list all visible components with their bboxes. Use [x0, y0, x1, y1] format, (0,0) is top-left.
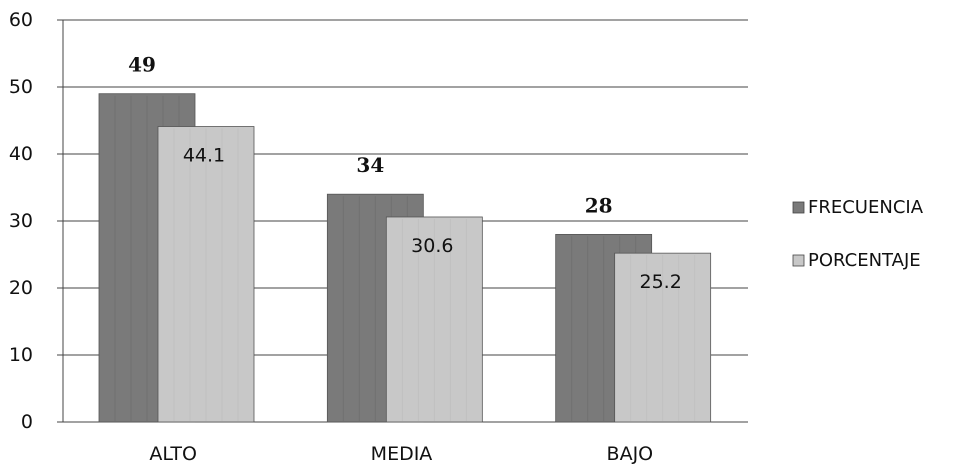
- legend-label-porcentaje: PORCENTAJE: [808, 250, 921, 271]
- y-tick-label: 30: [9, 210, 33, 232]
- x-axis: ALTO MEDIA BAJO: [149, 443, 653, 465]
- y-tick-label: 60: [9, 9, 33, 31]
- data-label-porcentaje: 30.6: [411, 235, 453, 257]
- y-tick-label: 50: [9, 76, 33, 98]
- legend-swatch-porcentaje: [792, 254, 805, 267]
- y-tick-label: 20: [9, 277, 33, 299]
- y-tick-label: 40: [9, 143, 33, 165]
- legend-label-frecuencia: FRECUENCIA: [808, 197, 924, 218]
- y-tick-label: 0: [21, 411, 33, 433]
- data-label-frecuencia: 28: [585, 193, 613, 217]
- data-label-frecuencia: 34: [356, 153, 384, 177]
- x-tick-label: ALTO: [149, 443, 197, 465]
- legend-swatch-frecuencia: [792, 201, 805, 214]
- data-labels: 49 44.1 34 30.6 28 25.2: [128, 53, 682, 293]
- data-label-porcentaje: 44.1: [183, 145, 225, 167]
- legend: FRECUENCIA PORCENTAJE: [792, 197, 924, 271]
- data-label-frecuencia: 49: [128, 53, 156, 77]
- y-axis: 0 10 20 30 40 50 60: [9, 9, 64, 433]
- data-label-porcentaje: 25.2: [640, 271, 682, 293]
- x-tick-label: MEDIA: [371, 443, 433, 465]
- y-tick-label: 10: [9, 344, 33, 366]
- x-tick-label: BAJO: [607, 443, 654, 465]
- bars: [98, 93, 712, 423]
